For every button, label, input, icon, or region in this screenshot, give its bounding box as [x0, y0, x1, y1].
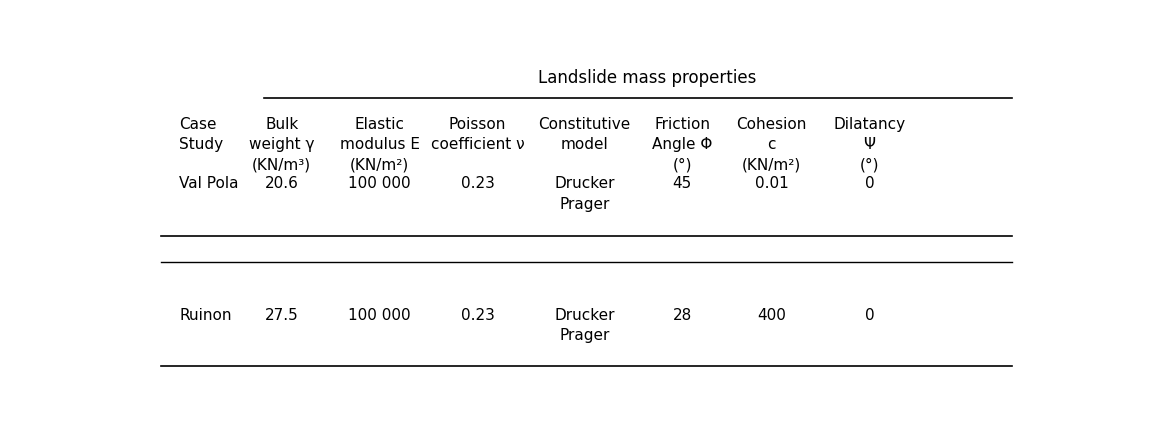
Text: Elastic
modulus E
(KN/m²): Elastic modulus E (KN/m²) — [340, 117, 419, 173]
Text: Case
Study: Case Study — [179, 117, 223, 152]
Text: Poisson
coefficient ν: Poisson coefficient ν — [431, 117, 524, 152]
Text: 100 000: 100 000 — [348, 176, 411, 191]
Text: Constitutive
model: Constitutive model — [538, 117, 631, 152]
Text: Bulk
weight γ
(KN/m³): Bulk weight γ (KN/m³) — [249, 117, 315, 173]
Text: Landslide mass properties: Landslide mass properties — [538, 69, 756, 87]
Text: Drucker
Prager: Drucker Prager — [554, 176, 615, 211]
Text: Cohesion
c
(KN/m²): Cohesion c (KN/m²) — [737, 117, 807, 173]
Text: 0: 0 — [864, 176, 874, 191]
Text: Val Pola: Val Pola — [179, 176, 239, 191]
Text: 0.01: 0.01 — [755, 176, 788, 191]
Text: 400: 400 — [757, 307, 786, 322]
Text: Friction
Angle Φ
(°): Friction Angle Φ (°) — [653, 117, 712, 173]
Text: 0.23: 0.23 — [461, 176, 494, 191]
Text: 0.23: 0.23 — [461, 307, 494, 322]
Text: Drucker
Prager: Drucker Prager — [554, 307, 615, 343]
Text: Ruinon: Ruinon — [179, 307, 232, 322]
Text: 100 000: 100 000 — [348, 307, 411, 322]
Text: 20.6: 20.6 — [264, 176, 299, 191]
Text: 45: 45 — [672, 176, 692, 191]
Text: Dilatancy
Ψ
(°): Dilatancy Ψ (°) — [833, 117, 905, 173]
Text: 27.5: 27.5 — [264, 307, 299, 322]
Text: 0: 0 — [864, 307, 874, 322]
Text: 28: 28 — [672, 307, 692, 322]
